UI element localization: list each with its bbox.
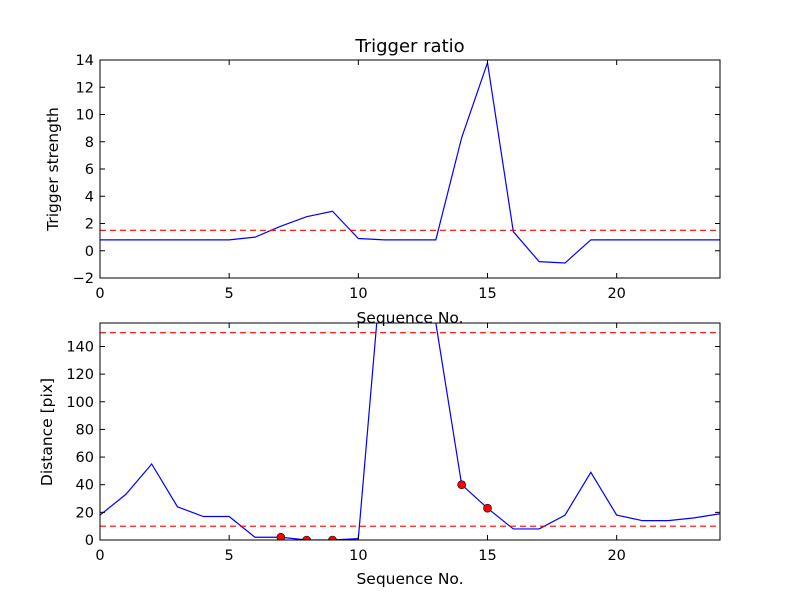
x-tick-label: 20 bbox=[607, 286, 625, 302]
y-tick-label: 8 bbox=[85, 135, 94, 151]
series-line-bottom-0 bbox=[100, 323, 720, 540]
data-point-marker bbox=[457, 480, 466, 490]
x-tick-label: 15 bbox=[478, 548, 496, 564]
axes-frame-top bbox=[99, 59, 721, 279]
y-axis-label-top: Trigger strength bbox=[44, 107, 62, 232]
y-tick-label: 120 bbox=[66, 367, 94, 383]
tick-marks-bottom: 0 5 10 15 20 0 20 40 60 80 100 120 140 bbox=[66, 323, 720, 564]
x-tick-label: 15 bbox=[478, 286, 496, 302]
y-tick-label: 20 bbox=[76, 505, 94, 521]
y-tick-label: 2 bbox=[85, 217, 94, 233]
y-tick-label: 100 bbox=[66, 395, 94, 411]
plot-area-top bbox=[100, 62, 720, 264]
x-axis-label-bottom: Sequence No. bbox=[356, 570, 463, 588]
y-tick-label: 80 bbox=[76, 422, 94, 438]
y-tick-label: 6 bbox=[85, 162, 94, 178]
axes-frame-bottom bbox=[99, 322, 721, 541]
x-axis-label-top: Sequence No. bbox=[356, 309, 463, 327]
plot-area-bottom bbox=[100, 323, 720, 540]
y-tick-label: 60 bbox=[76, 450, 94, 466]
x-tick-label: 5 bbox=[225, 548, 234, 564]
y-tick-label: 12 bbox=[76, 80, 94, 96]
data-point-marker bbox=[302, 535, 311, 540]
series-line-top-0 bbox=[100, 62, 720, 264]
x-tick-label: 0 bbox=[95, 548, 104, 564]
y-tick-label: 140 bbox=[66, 339, 94, 355]
y-tick-label: 10 bbox=[76, 108, 94, 124]
y-axis-label-bottom: Distance [pix] bbox=[38, 378, 56, 486]
y-tick-label: 0 bbox=[85, 533, 94, 549]
x-tick-label: 5 bbox=[225, 286, 234, 302]
x-tick-label: 10 bbox=[349, 286, 367, 302]
x-tick-label: 10 bbox=[349, 548, 367, 564]
y-tick-label: 4 bbox=[85, 189, 94, 205]
x-tick-label: 0 bbox=[95, 286, 104, 302]
y-tick-label: 14 bbox=[76, 53, 94, 69]
x-tick-label: 20 bbox=[607, 548, 625, 564]
y-tick-label: 0 bbox=[85, 244, 94, 260]
chart-title: Trigger ratio bbox=[354, 36, 464, 57]
y-tick-label: 40 bbox=[76, 478, 94, 494]
data-point-marker bbox=[483, 503, 492, 513]
data-point-marker bbox=[276, 532, 286, 540]
y-tick-label: −2 bbox=[73, 271, 94, 287]
data-point-marker bbox=[328, 535, 337, 540]
